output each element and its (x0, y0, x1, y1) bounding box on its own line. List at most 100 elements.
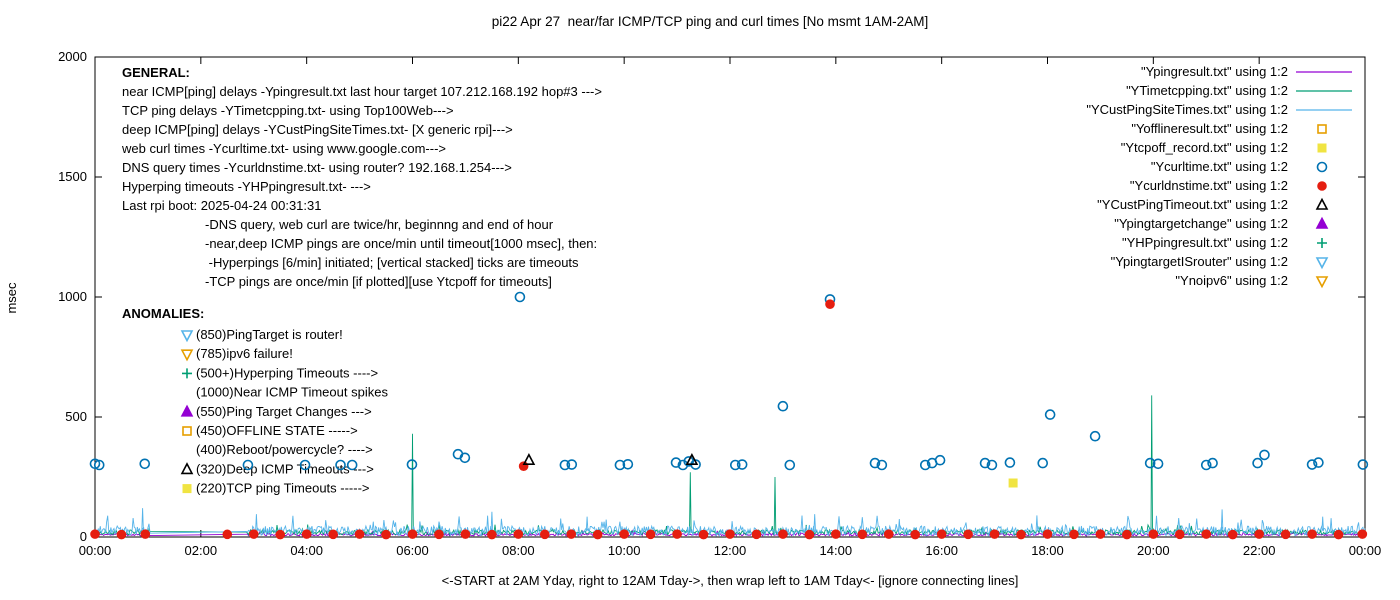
point-Ycurltime (242, 459, 254, 471)
x-tick-label: 00:00 (79, 543, 112, 558)
general-line: Last rpi boot: 2025-04-24 00:31:31 (122, 198, 321, 213)
point-Ycurldnstime (936, 529, 947, 539)
point-Ycurltime (1200, 459, 1212, 471)
point-Ycurltime (670, 457, 682, 468)
anomaly-marker (182, 484, 192, 494)
anomaly-text: (550)Ping Target Changes ---> (196, 404, 372, 419)
x-tick-label: 06:00 (396, 543, 429, 558)
point-Ycurldnstime (989, 529, 1000, 539)
point-Ycurldnstime (751, 529, 762, 540)
y-axis-label: msec (4, 282, 19, 314)
anomaly-marker (180, 349, 194, 362)
point-Ycurltime (729, 459, 741, 471)
point-Ycurldnstime (487, 529, 497, 540)
point-Ycurldnstime (539, 529, 550, 540)
general-line: near ICMP[ping] delays -Ypingresult.txt … (122, 84, 602, 99)
legend-label: "YCustPingTimeout.txt" using 1:2 (1097, 197, 1288, 212)
point-Ycurldnstime (619, 529, 629, 539)
anomaly-text: (400)Reboot/powercycle? ----> (196, 442, 373, 457)
anomaly-text: (450)OFFLINE STATE -----> (196, 423, 358, 438)
point-Ycurldnstime (1333, 529, 1344, 540)
general-heading: GENERAL: (122, 65, 190, 80)
point-Ycurltime (934, 454, 946, 466)
point-Ycurltime (1259, 449, 1270, 461)
point-Ycurldnstime (857, 529, 868, 540)
point-Ycurltime (89, 458, 101, 470)
point-Ycurltime (459, 452, 471, 464)
legend-marker (1317, 143, 1327, 153)
point-Ycurltime (346, 459, 358, 471)
point-Ycurldnstime (831, 529, 841, 539)
point-Ycurltime (1004, 457, 1016, 468)
point-Ycurltime (1207, 457, 1218, 469)
point-Ycurldnstime (1227, 529, 1238, 540)
x-tick-label: 02:00 (185, 543, 218, 558)
point-Ycurltime (1252, 457, 1263, 469)
general-indent-line: -DNS query, web curl are twice/hr, begin… (205, 217, 554, 232)
x-tick-label: 08:00 (502, 543, 535, 558)
anomalies-heading: ANOMALIES: (122, 306, 204, 321)
legend-marker (1315, 276, 1329, 289)
legend-marker (1317, 124, 1327, 134)
general-line: TCP ping delays -YTimetcpping.txt- using… (122, 103, 454, 118)
point-Ycurldnstime (434, 529, 444, 540)
point-Ycurldnstime (1042, 529, 1053, 539)
point-Ycurltime (1306, 459, 1318, 470)
point-Ycurldnstime (725, 529, 735, 539)
x-tick-label: 20:00 (1137, 543, 1170, 558)
point-Ycurltime (1044, 409, 1056, 420)
line-YCustPingSiteTimes (94, 508, 1366, 538)
point-Ycurltime (869, 457, 881, 469)
x-tick-label: 12:00 (714, 543, 747, 558)
point-Ycurldnstime (883, 529, 894, 539)
legend-label: "Ypingresult.txt" using 1:2 (1141, 64, 1288, 79)
point-Ycurltime (1313, 457, 1324, 468)
anomaly-marker (182, 368, 192, 379)
point-Ycurldnstime (963, 529, 973, 540)
point-Ycurldnstime (1357, 529, 1368, 539)
legend-marker (1317, 181, 1327, 191)
anomaly-marker (182, 426, 192, 436)
point-Ycurldnstime (1095, 529, 1106, 539)
point-Ycurltime (1144, 457, 1156, 469)
y-tick-label: 1500 (58, 169, 87, 184)
x-tick-label: 10:00 (608, 543, 641, 558)
legend-label: "YHPpingresult.txt" using 1:2 (1122, 235, 1288, 250)
point-Ycurldnstime (116, 529, 127, 540)
point-Ycurltime (622, 458, 634, 470)
point-Ytcpoff_record (1008, 478, 1018, 488)
point-Ycurldnstime (1122, 529, 1132, 540)
y-tick-label: 1000 (58, 289, 87, 304)
point-Ycurldnstime (381, 529, 391, 540)
x-tick-label: 04:00 (290, 543, 323, 558)
legend-marker (1315, 216, 1329, 229)
point-Ycurldnstime (592, 529, 603, 540)
anomaly-marker (180, 330, 194, 343)
y-tick-label: 0 (80, 529, 87, 544)
legend-label: "Ypingtargetchange" using 1:2 (1114, 216, 1288, 231)
point-Ycurldnstime (1280, 529, 1291, 540)
point-Ycurltime (406, 459, 418, 470)
legend-marker (1316, 161, 1328, 173)
point-Ycurltime (1037, 457, 1049, 469)
x-tick-label: 18:00 (1031, 543, 1064, 558)
point-Ycurldnstime (672, 529, 682, 539)
point-Ycurldnstime (328, 529, 338, 540)
y-tick-label: 2000 (58, 49, 87, 64)
chart-title: pi22 Apr 27 near/far ICMP/TCP ping and c… (492, 14, 928, 29)
anomaly-text: (1000)Near ICMP Timeout spikes (196, 385, 388, 400)
point-Ycurldnstime (301, 529, 312, 539)
point-Ycurltime (139, 458, 151, 470)
point-YCustPingTimeout (522, 452, 536, 465)
point-Ycurldnstime (222, 529, 233, 540)
point-Ycurltime (93, 459, 105, 471)
point-Ycurldnstime (1174, 529, 1185, 540)
legend-label: "Ytcpoff_record.txt" using 1:2 (1121, 140, 1288, 155)
point-Ycurldnstime (778, 529, 788, 539)
point-Ycurldnstime (460, 529, 471, 539)
point-Ycurldnstime (513, 529, 524, 539)
anomaly-text: (220)TCP ping Timeouts -----> (196, 481, 370, 496)
general-indent-line: -TCP pings are once/min [if plotted][use… (205, 274, 552, 289)
point-Ycurldnstime (407, 529, 418, 539)
legend-marker (1315, 197, 1329, 210)
